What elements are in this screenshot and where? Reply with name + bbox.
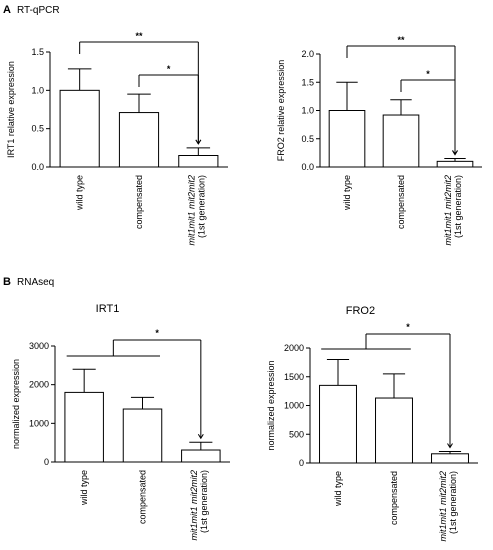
bar bbox=[122, 408, 163, 463]
x-tick-label: wild type bbox=[342, 175, 352, 211]
y-axis-label: normalized expression bbox=[11, 359, 21, 449]
y-axis-label: normalized expression bbox=[266, 360, 276, 450]
y-tick-label: 1.5 bbox=[301, 77, 314, 87]
bar bbox=[64, 391, 104, 463]
panel-letter: B bbox=[3, 276, 11, 288]
x-tick-label: compensated bbox=[389, 471, 399, 525]
y-tick-label: 1000 bbox=[29, 418, 49, 428]
bar bbox=[178, 155, 219, 168]
y-tick-label: 1000 bbox=[284, 401, 304, 411]
y-tick-label: 0.5 bbox=[31, 124, 44, 134]
y-tick-label: 2000 bbox=[29, 380, 49, 390]
y-tick-label: 1.0 bbox=[301, 106, 314, 116]
x-tick-label: wild type bbox=[79, 470, 89, 506]
x-tick-label: compensated bbox=[134, 175, 144, 229]
bar bbox=[436, 160, 474, 168]
x-tick-label: mit1mit1 mit2mit2(1st generation) bbox=[443, 175, 463, 246]
panel-title: RT-qPCR bbox=[17, 5, 60, 16]
y-tick-label: 1.5 bbox=[31, 47, 44, 57]
bracket-arrow bbox=[452, 150, 458, 156]
significance-label: ** bbox=[397, 35, 405, 45]
x-tick-label: mit1mit1 mit2mit2(1st generation) bbox=[438, 471, 458, 542]
significance-label: * bbox=[155, 328, 159, 338]
panel-title: RNAseq bbox=[17, 277, 54, 288]
y-axis-label: FRO2 relative expression bbox=[276, 60, 286, 162]
bracket-arrow bbox=[197, 434, 204, 440]
bar bbox=[431, 453, 469, 464]
panel-letter: A bbox=[3, 4, 11, 16]
bar bbox=[328, 110, 366, 168]
x-tick-label: compensated bbox=[138, 470, 148, 524]
x-tick-label: mit1mit1 mit2mit2(1st generation) bbox=[189, 470, 209, 541]
y-tick-label: 0.0 bbox=[31, 162, 44, 172]
x-tick-label: wild type bbox=[333, 471, 343, 507]
bar bbox=[59, 89, 100, 168]
significance-label: * bbox=[167, 64, 171, 74]
y-tick-label: 1.0 bbox=[31, 85, 44, 95]
chart-title: IRT1 bbox=[96, 303, 120, 315]
bar bbox=[382, 114, 420, 168]
x-tick-label: compensated bbox=[396, 175, 406, 229]
y-tick-label: 1500 bbox=[284, 372, 304, 382]
significance-label: * bbox=[426, 69, 430, 79]
bar bbox=[118, 112, 160, 168]
y-tick-label: 2.0 bbox=[301, 49, 314, 59]
bar bbox=[181, 449, 221, 463]
bar bbox=[375, 397, 413, 464]
chart-title: FRO2 bbox=[346, 305, 375, 317]
y-tick-label: 2000 bbox=[284, 343, 304, 353]
y-tick-label: 0.0 bbox=[301, 162, 314, 172]
y-tick-label: 0 bbox=[44, 457, 49, 467]
y-tick-label: 500 bbox=[289, 429, 304, 439]
x-tick-label: mit1mit1 mit2mit2(1st generation) bbox=[186, 175, 206, 246]
y-tick-label: 0 bbox=[299, 458, 304, 468]
y-axis-label: IRT1 relative expression bbox=[6, 61, 16, 158]
bracket-arrow bbox=[195, 139, 202, 145]
bar bbox=[319, 384, 357, 464]
bracket-arrow bbox=[447, 443, 453, 449]
x-tick-label: wild type bbox=[75, 175, 85, 211]
significance-label: * bbox=[406, 322, 410, 332]
significance-label: ** bbox=[135, 31, 143, 41]
y-tick-label: 3000 bbox=[29, 341, 49, 351]
y-tick-label: 0.5 bbox=[301, 134, 314, 144]
